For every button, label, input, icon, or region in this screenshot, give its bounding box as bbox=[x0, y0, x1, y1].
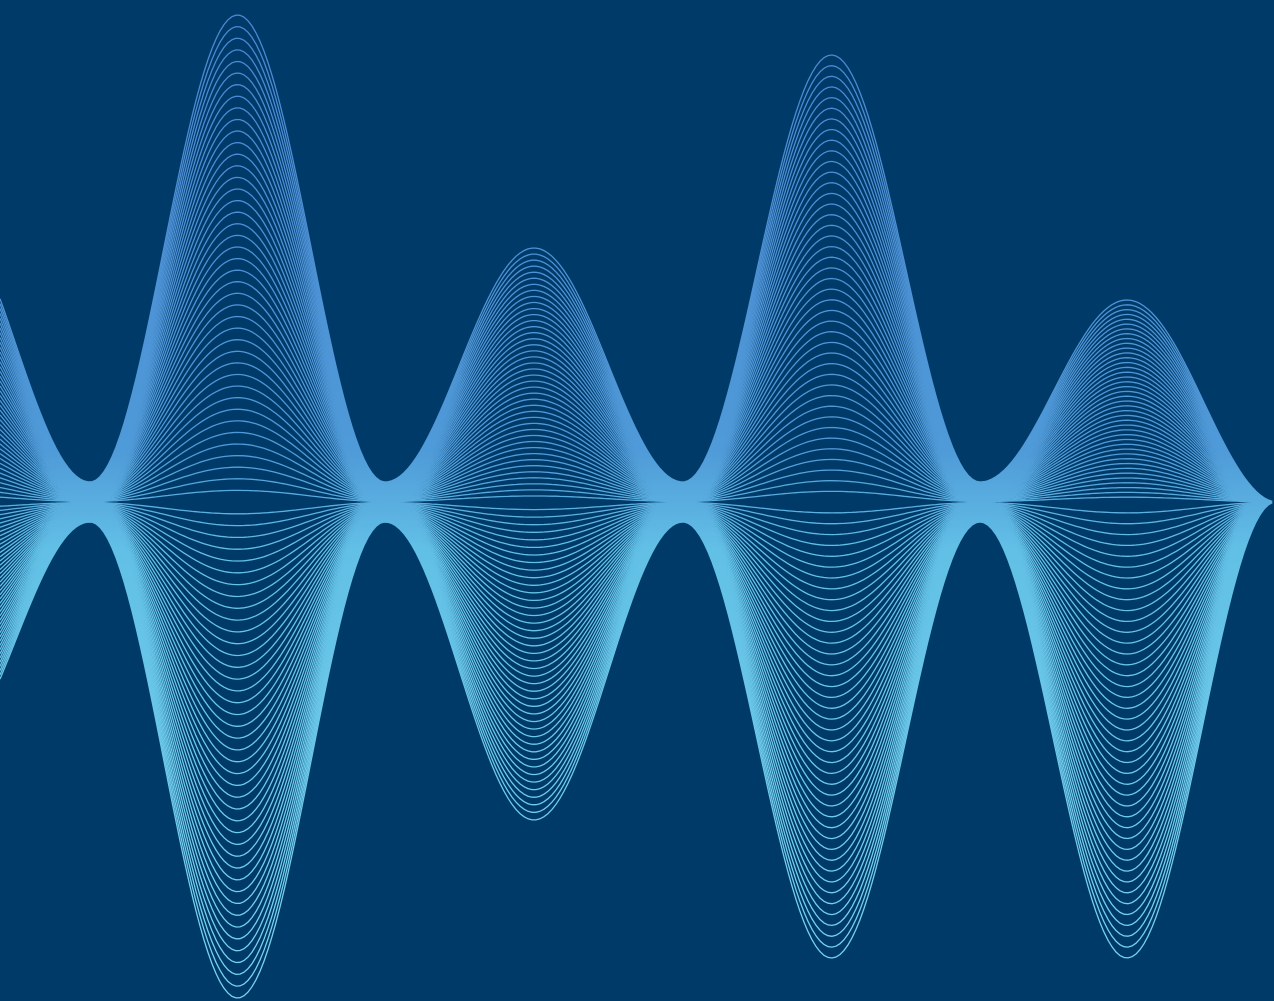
lower-wave-line bbox=[0, 501, 1273, 657]
upper-wave-line bbox=[0, 269, 1273, 503]
lower-wave-line bbox=[0, 501, 1273, 810]
upper-wave-line bbox=[0, 489, 1272, 503]
upper-wave-line bbox=[0, 84, 1273, 503]
upper-wave-line bbox=[0, 188, 1273, 503]
upper-wave-line bbox=[0, 466, 1273, 503]
upper-wave-line bbox=[0, 72, 1273, 503]
upper-wave-line bbox=[0, 60, 1273, 503]
upper-wave-line bbox=[0, 373, 1273, 503]
lower-wave-line bbox=[0, 501, 1273, 798]
lower-wave-line bbox=[0, 501, 1273, 775]
lower-wave-line bbox=[0, 501, 1273, 574]
upper-wave-line bbox=[0, 420, 1273, 503]
lower-wave-line bbox=[0, 501, 1273, 598]
upper-wave-line bbox=[0, 315, 1273, 503]
upper-wave-line bbox=[0, 26, 1273, 503]
upper-wave-line bbox=[0, 478, 1273, 503]
lower-wave-line bbox=[0, 501, 1273, 787]
upper-wave-line bbox=[0, 130, 1273, 503]
upper-wave-line bbox=[0, 443, 1273, 503]
lower-wave-line bbox=[0, 501, 1273, 893]
lower-wave-line bbox=[0, 501, 1273, 704]
lower-wave-line bbox=[0, 501, 1273, 609]
upper-wave-line bbox=[0, 385, 1273, 503]
upper-wave-line bbox=[0, 362, 1273, 503]
lower-wave-line bbox=[0, 501, 1273, 834]
lower-wave-line bbox=[0, 501, 1273, 905]
lower-wave-line bbox=[0, 502, 1273, 999]
lower-wave-line bbox=[0, 501, 1273, 881]
lower-wave-line bbox=[0, 501, 1273, 869]
lower-wave-line bbox=[0, 502, 1273, 952]
lower-wave-line bbox=[0, 501, 1273, 586]
lower-wave-line bbox=[0, 502, 1273, 987]
upper-wave-line bbox=[0, 153, 1273, 503]
upper-wave-line bbox=[0, 14, 1273, 503]
lower-wave-line bbox=[0, 501, 1273, 645]
wave-lines bbox=[0, 14, 1273, 999]
upper-wave-line bbox=[0, 95, 1273, 503]
upper-wave-line bbox=[0, 281, 1273, 503]
lower-wave-line bbox=[0, 501, 1273, 692]
upper-wave-line bbox=[0, 408, 1273, 503]
upper-wave-line bbox=[0, 176, 1273, 503]
lower-wave-line bbox=[0, 501, 1273, 857]
upper-wave-line bbox=[0, 234, 1273, 503]
lower-wave-line bbox=[0, 501, 1273, 822]
lower-wave-line bbox=[0, 501, 1273, 751]
upper-wave-line bbox=[0, 339, 1273, 503]
lower-wave-line bbox=[0, 501, 1273, 846]
lower-wave-line bbox=[0, 501, 1273, 550]
upper-wave-line bbox=[0, 223, 1273, 503]
lower-wave-line bbox=[0, 501, 1273, 633]
lower-wave-line bbox=[0, 501, 1273, 562]
lower-wave-line bbox=[0, 501, 1273, 716]
upper-wave-line bbox=[0, 350, 1273, 503]
lower-wave-line bbox=[0, 501, 1273, 928]
lower-wave-line bbox=[0, 501, 1273, 680]
lower-wave-line bbox=[0, 501, 1273, 668]
upper-wave-line bbox=[0, 107, 1273, 503]
lower-wave-line bbox=[0, 501, 1273, 763]
upper-wave-line bbox=[0, 165, 1273, 503]
lower-wave-line bbox=[0, 501, 1273, 527]
lower-wave-line bbox=[0, 501, 1273, 940]
upper-wave-line bbox=[0, 141, 1273, 503]
upper-wave-line bbox=[0, 246, 1273, 503]
upper-wave-line bbox=[0, 454, 1273, 503]
lower-wave-line bbox=[0, 501, 1273, 621]
lower-wave-line bbox=[0, 501, 1273, 739]
upper-wave-line bbox=[0, 397, 1273, 503]
upper-wave-line bbox=[0, 304, 1273, 503]
lower-wave-line bbox=[0, 501, 1273, 916]
lower-wave-line bbox=[0, 501, 1273, 727]
upper-wave-line bbox=[0, 49, 1273, 503]
upper-wave-line bbox=[0, 257, 1273, 503]
upper-wave-line bbox=[0, 118, 1273, 503]
upper-wave-line bbox=[0, 37, 1273, 503]
lower-wave-line bbox=[0, 502, 1273, 964]
upper-wave-line bbox=[0, 211, 1273, 503]
upper-wave-line bbox=[0, 431, 1273, 503]
upper-wave-line bbox=[0, 292, 1273, 503]
lower-wave-line bbox=[0, 501, 1273, 515]
lower-wave-line bbox=[0, 501, 1273, 539]
lower-wave-line bbox=[0, 502, 1273, 975]
upper-wave-line bbox=[0, 327, 1273, 503]
upper-wave-line bbox=[0, 199, 1273, 503]
